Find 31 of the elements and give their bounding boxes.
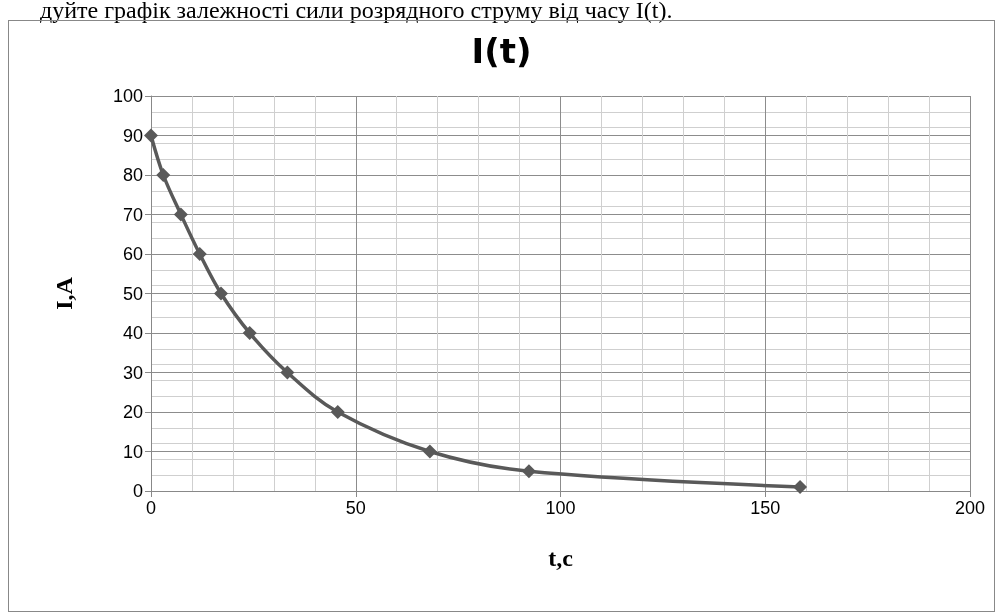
point [173,207,188,222]
point [330,405,345,419]
y-tick-label: 100 [112,86,143,106]
y-tick-label: 30 [122,362,143,383]
x-tick-label: 150 [750,498,781,518]
y-tick-label: 40 [122,323,143,343]
point [156,168,171,182]
x-tick-label: 0 [145,498,157,518]
chart-title: I(t) [471,31,532,71]
y-tick-label: 70 [122,204,143,225]
y-tick-label: 60 [122,244,143,264]
y-tick-label: 90 [122,125,143,146]
y-tick-label: 50 [122,283,143,304]
x-tick-label: 200 [954,498,986,518]
point [422,444,437,459]
text: дуйте графік залежності сили розрядного струму від часу I(t). [40,0,673,23]
y-axis-title: I,A [51,276,77,310]
x-tick-label: 50 [345,498,366,518]
point [214,286,229,301]
y-tick-label: 10 [122,441,143,462]
y-tick-label: 0 [132,481,143,501]
point [521,464,536,479]
y-tick-label: 80 [122,165,143,185]
x-axis-title: t,c [548,545,574,571]
point [793,480,808,495]
x-tick-label: 100 [545,498,576,518]
point [144,128,158,143]
point [280,365,295,380]
point [242,326,257,340]
y-tick-label: 20 [122,402,143,422]
point [192,247,207,261]
